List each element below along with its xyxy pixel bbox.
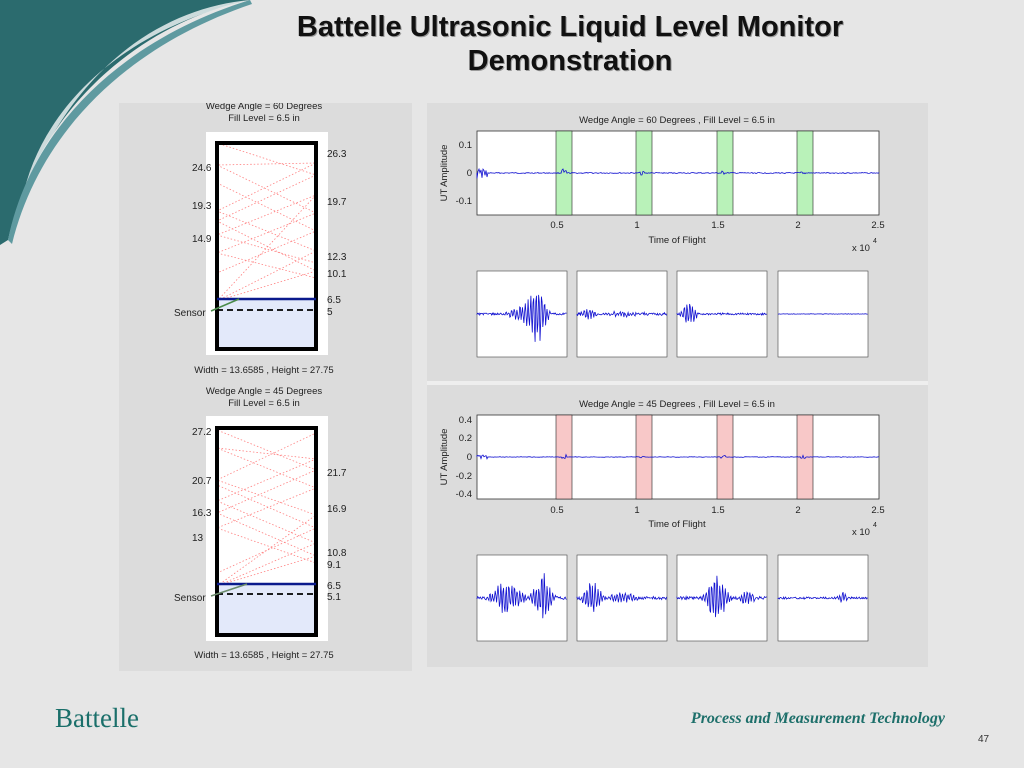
tank2-left-label-3: 16.3 — [192, 508, 212, 519]
tank1-left-label-2: 19.3 — [192, 201, 212, 212]
footer-tagline: Process and Measurement Technology — [690, 710, 945, 727]
plot1-ytick-2: 0 — [467, 168, 472, 179]
tank2-right-label-2: 16.9 — [327, 504, 347, 515]
plot-45deg: Wedge Angle = 45 Degrees , Fill Level = … — [439, 399, 885, 642]
plot2-title: Wedge Angle = 45 Degrees , Fill Level = … — [579, 399, 775, 410]
plot1-xtick-3: 1.5 — [711, 220, 724, 231]
plot2-waveform-insets — [476, 554, 869, 642]
tank1-right-label-5: 6.5 — [327, 295, 341, 306]
plot2-xtick-5: 2.5 — [871, 505, 884, 516]
tank1-outline — [215, 141, 318, 351]
tank-diagram-45deg: Wedge Angle = 45 Degrees Fill Level = 6.… — [174, 386, 347, 661]
plot2-xtick-4: 2 — [795, 505, 800, 516]
plot2-xtick-1: 0.5 — [550, 505, 563, 516]
tank1-right-label-1: 26.3 — [327, 149, 347, 160]
tank1-left-label-1: 24.6 — [192, 163, 212, 174]
plot2-xtick-2: 1 — [634, 505, 639, 516]
plot2-xscale-exp: 4 — [873, 522, 877, 529]
tank2-sensor-label: Sensor — [174, 593, 206, 604]
plot2-ytick-2: 0.2 — [459, 433, 472, 444]
plot2-ytick-3: 0 — [467, 452, 472, 463]
plot1-xtick-1: 0.5 — [550, 220, 563, 231]
tank1-right-label-2: 19.7 — [327, 197, 347, 208]
tank2-right-label-5: 6.5 — [327, 581, 341, 592]
panel-divider — [427, 381, 928, 385]
plot1-xscale-exp: 4 — [873, 238, 877, 245]
tank2-right-label-1: 21.7 — [327, 468, 347, 479]
tank1-title-line1: Wedge Angle = 60 Degrees — [206, 103, 323, 112]
plot1-ytick-1: 0.1 — [459, 140, 472, 151]
plot2-ytick-1: 0.4 — [459, 415, 472, 426]
tank2-wedge — [210, 583, 248, 597]
tank1-right-label-3: 12.3 — [327, 252, 347, 263]
corner-swoosh-graphic — [0, 0, 252, 245]
plot2-ytick-4: -0.2 — [456, 471, 472, 482]
tank1-caption: Width = 13.6585 , Height = 27.75 — [194, 365, 333, 376]
plot2-inset-4-waveform — [777, 592, 868, 603]
plot1-ytick-3: -0.1 — [456, 196, 472, 207]
battelle-logo: Battelle — [55, 703, 139, 733]
plot1-signal-trace — [476, 167, 880, 179]
plot1-xtick-2: 1 — [634, 220, 639, 231]
tank2-left-label-4: 13 — [192, 533, 204, 544]
plot1-waveform-insets — [476, 270, 869, 358]
plot1-ylabel: UT Amplitude — [439, 145, 450, 202]
plot1-highlight-bands — [555, 130, 814, 216]
plot1-xlabel: Time of Flight — [648, 235, 706, 246]
plot2-xtick-3: 1.5 — [711, 505, 724, 516]
plot1-inset-2-waveform — [576, 309, 667, 320]
tank2-right-label-4: 9.1 — [327, 560, 341, 571]
tank-diagram-60deg: Wedge Angle = 60 Degrees Fill Level = 6.… — [174, 103, 347, 376]
title-line-1: Battelle Ultrasonic Liquid Level Monitor — [296, 11, 844, 43]
page-number: 47 — [978, 734, 990, 745]
tank-diagrams-svg: Wedge Angle = 60 Degrees Fill Level = 6.… — [174, 103, 347, 661]
plot2-xscale: x 10 — [852, 527, 870, 538]
tank1-wedge — [210, 298, 240, 312]
plot2-xlabel: Time of Flight — [648, 519, 706, 530]
plot1-xtick-4: 2 — [795, 220, 800, 231]
plot1-title: Wedge Angle = 60 Degrees , Fill Level = … — [579, 115, 775, 126]
slide-title: Battelle Ultrasonic Liquid Level Monitor… — [240, 10, 900, 78]
title-line-2: Demonstration — [467, 45, 673, 77]
plot2-inset-3-waveform — [676, 575, 767, 618]
plot-60deg: Wedge Angle = 60 Degrees , Fill Level = … — [439, 115, 885, 358]
tank1-right-label-4: 10.1 — [327, 269, 347, 280]
signal-plots-svg: Wedge Angle = 60 Degrees , Fill Level = … — [439, 115, 885, 642]
plot2-ylabel: UT Amplitude — [439, 429, 450, 486]
tank1-liquid — [217, 299, 316, 349]
plot2-inset-2-waveform — [576, 582, 667, 612]
tank2-left-label-1: 27.2 — [192, 427, 212, 438]
tank2-left-label-2: 20.7 — [192, 476, 212, 487]
signal-plots-panel: Wedge Angle = 60 Degrees , Fill Level = … — [427, 103, 928, 667]
tank2-outline — [215, 426, 318, 637]
plot2-inset-1-waveform — [476, 573, 567, 619]
tank2-liquid — [217, 584, 316, 635]
plot1-inset-1-waveform — [476, 294, 567, 342]
tank1-right-label-6: 5 — [327, 307, 333, 318]
tank2-right-label-3: 10.8 — [327, 548, 347, 559]
plot2-signal-trace — [476, 453, 880, 460]
plot2-ytick-5: -0.4 — [456, 489, 472, 500]
tank2-title-line1: Wedge Angle = 45 Degrees — [206, 386, 323, 397]
plot1-xscale: x 10 — [852, 243, 870, 254]
tank2-caption: Width = 13.6585 , Height = 27.75 — [194, 650, 333, 661]
plot1-xtick-5: 2.5 — [871, 220, 884, 231]
tank1-title-line2: Fill Level = 6.5 in — [228, 113, 300, 124]
plot1-inset-3-waveform — [676, 303, 767, 323]
tank1-sensor-label: Sensor — [174, 308, 206, 319]
tank2-right-label-6: 5.1 — [327, 592, 341, 603]
tank-diagrams-panel: Wedge Angle = 60 Degrees Fill Level = 6.… — [119, 103, 412, 671]
tank1-left-label-3: 14.9 — [192, 234, 212, 245]
tank2-title-line2: Fill Level = 6.5 in — [228, 398, 300, 409]
